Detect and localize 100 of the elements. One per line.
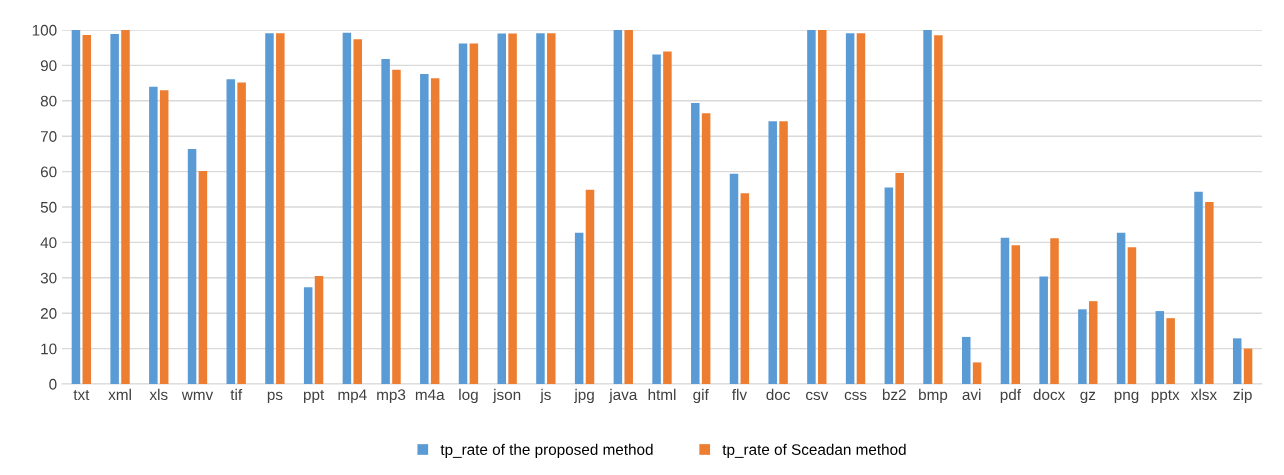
bar — [314, 276, 324, 384]
y-tick-label: 20 — [40, 308, 57, 319]
x-tick-label: avi — [962, 388, 981, 401]
y-tick-label: 80 — [40, 95, 57, 107]
x-tick-label: css — [844, 391, 867, 401]
bar — [226, 79, 236, 384]
bar — [149, 86, 158, 384]
bar — [574, 232, 584, 384]
bar — [1166, 318, 1175, 384]
x-tick-label: png — [1114, 391, 1139, 404]
bar — [121, 30, 130, 384]
x-tick-label: xlsx — [1190, 388, 1217, 401]
bar — [962, 336, 971, 384]
bar — [768, 121, 777, 384]
x-tick-label: gz — [1080, 391, 1096, 404]
bar — [1127, 247, 1137, 384]
bar — [110, 33, 119, 384]
x-tick-label: bmp — [919, 388, 948, 404]
bar — [1194, 191, 1203, 384]
bar — [818, 30, 827, 384]
bar — [923, 30, 932, 384]
x-tick-label: bz2 — [882, 388, 906, 401]
bar — [624, 30, 633, 384]
x-tick-label: xls — [149, 388, 168, 401]
bar — [71, 30, 81, 384]
bar — [663, 51, 672, 384]
bar — [342, 32, 352, 384]
x-tick-label: ppt — [303, 390, 325, 404]
x-tick-label: m4a — [415, 389, 445, 401]
y-tick-label: 40 — [40, 237, 57, 249]
bar — [1116, 232, 1126, 384]
bar — [497, 33, 506, 384]
y-tick-label: 60 — [40, 166, 57, 178]
x-tick-label: ps — [267, 391, 283, 404]
bar — [392, 69, 401, 384]
bar — [1155, 311, 1165, 384]
bar — [1078, 309, 1087, 384]
bar — [536, 33, 545, 384]
bar — [652, 54, 661, 384]
y-tick-label: 50 — [40, 201, 57, 213]
x-tick-label: gif — [693, 388, 709, 404]
x-tick-label: txt — [73, 390, 90, 401]
y-tick-label: 10 — [41, 343, 57, 355]
x-tick-label: html — [648, 388, 676, 401]
x-tick-label: flv — [732, 388, 748, 400]
bar — [198, 170, 208, 384]
x-tick-label: log — [459, 388, 478, 404]
legend-label: tp_rate of Sceadan method — [722, 443, 906, 459]
bar — [585, 189, 595, 384]
y-tick-label: 90 — [40, 60, 57, 72]
bar — [1000, 237, 1010, 384]
bar — [420, 73, 429, 384]
x-tick-label: docx — [1033, 388, 1066, 401]
bar — [1232, 338, 1242, 384]
x-tick-label: tif — [230, 388, 243, 401]
bar — [276, 33, 285, 384]
legend-label: tp_rate of the proposed method — [440, 443, 653, 459]
bar — [469, 43, 479, 384]
x-tick-label: xml — [108, 388, 131, 400]
x-tick-label: doc — [766, 388, 791, 401]
bar — [613, 30, 623, 384]
bar — [265, 33, 274, 384]
y-tick-label: 0 — [49, 378, 57, 390]
x-tick-label: json — [492, 388, 521, 404]
bar — [430, 78, 440, 384]
bar — [845, 33, 855, 384]
x-tick-label: pptx — [1151, 390, 1180, 404]
y-tick-label: 70 — [40, 131, 57, 142]
bar — [82, 34, 92, 384]
bar — [701, 113, 711, 384]
bar — [1205, 202, 1214, 384]
bar — [1039, 276, 1048, 384]
x-tick-label: zip — [1233, 388, 1252, 404]
bar — [508, 33, 517, 384]
bar — [884, 187, 894, 384]
x-tick-label: mp3 — [377, 389, 406, 404]
bar — [729, 173, 739, 384]
bar — [237, 82, 246, 384]
bar — [381, 59, 390, 384]
bar — [856, 33, 866, 384]
bar — [1088, 301, 1098, 384]
bar — [187, 148, 197, 384]
bar — [458, 43, 468, 384]
x-tick-label: csv — [806, 391, 829, 401]
y-tick-label: 100 — [32, 24, 57, 36]
x-tick-label: pdf — [1000, 388, 1022, 404]
bar — [807, 30, 816, 384]
bar — [1243, 348, 1253, 384]
x-tick-label: wmv — [181, 391, 214, 400]
bar — [159, 90, 169, 384]
x-tick-label: jpg — [574, 388, 594, 404]
bar — [1011, 245, 1021, 384]
x-tick-label: java — [608, 388, 638, 404]
bar — [547, 33, 556, 384]
bar — [779, 121, 788, 384]
bar — [895, 173, 904, 384]
y-tick-label: 30 — [40, 272, 57, 284]
bar — [1050, 238, 1059, 384]
bar — [934, 35, 943, 384]
bar — [303, 287, 313, 384]
